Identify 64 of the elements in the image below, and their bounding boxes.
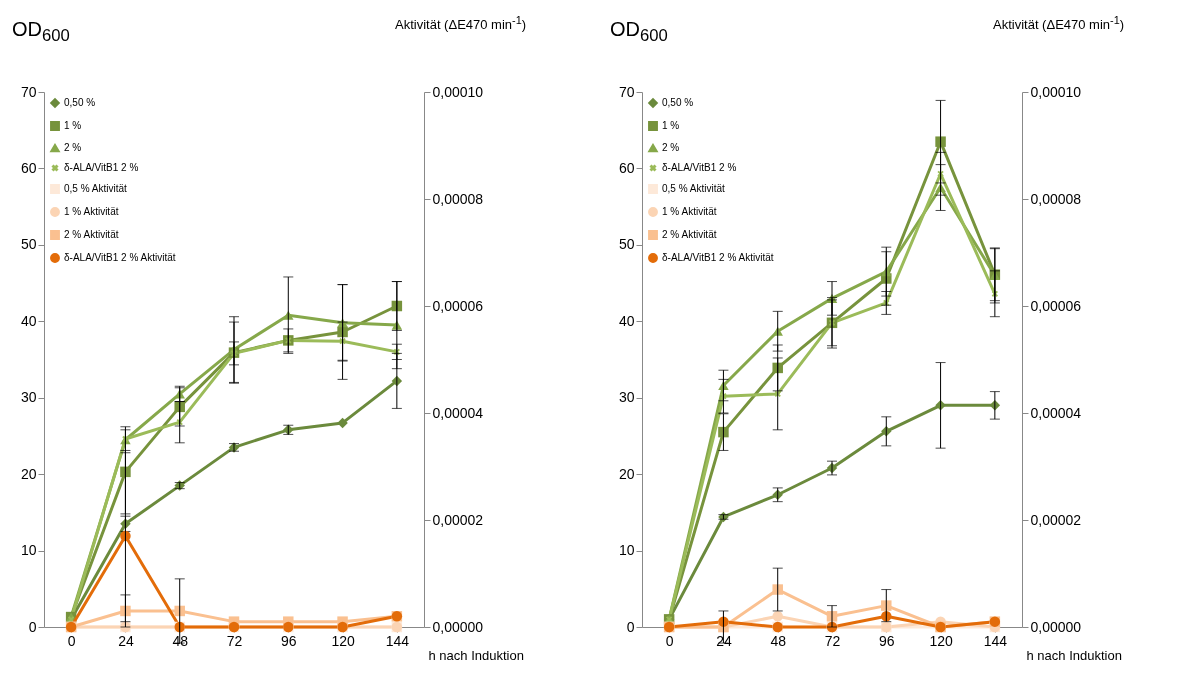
y2-tick-label: 0,00000 xyxy=(432,618,484,635)
x-tick-label: 24 xyxy=(716,632,732,649)
x-tick-label: 24 xyxy=(118,632,134,649)
y2-tick-label: 0,00008 xyxy=(1030,190,1082,207)
x-axis-title: h nach Induktion xyxy=(428,647,524,663)
legend-label: 2 % xyxy=(64,142,82,153)
y-tick-label: 0 xyxy=(28,618,37,635)
x-tick-label: 48 xyxy=(172,632,189,649)
legend-label: 0,50 % xyxy=(662,97,694,108)
y-tick-label: 70 xyxy=(20,83,37,100)
y-tick-label: 10 xyxy=(618,542,635,559)
y2-tick-label: 0,00002 xyxy=(432,511,484,528)
x-tick-label: 0 xyxy=(67,632,76,649)
y-tick-label: 20 xyxy=(618,465,635,482)
y-tick-label: 60 xyxy=(20,159,37,176)
y2-tick-label: 0,00000 xyxy=(1030,618,1082,635)
y-tick-label: 60 xyxy=(618,159,635,176)
y2-tick-label: 0,00002 xyxy=(1030,511,1082,528)
y2-tick-label: 0,00004 xyxy=(1030,404,1082,421)
y-tick-label: 40 xyxy=(20,312,37,329)
legend-label: δ-ALA/VitB1 2 % xyxy=(662,162,737,173)
legend-label: 1 % Aktivität xyxy=(64,206,119,217)
y2-tick-label: 0,00010 xyxy=(1030,83,1082,100)
y2-tick-label: 0,00006 xyxy=(1030,297,1082,314)
y2-axis-title: Aktivität (ΔE470 min$^{-1}$) xyxy=(395,14,527,33)
y2-axis-title: Aktivität (ΔE470 min$^{-1}$) xyxy=(993,14,1125,33)
y-tick-label: 50 xyxy=(618,236,635,253)
legend-label: 0,5 % Aktivität xyxy=(662,183,726,194)
legend-label: δ-ALA/VitB1 2 % Aktivität xyxy=(64,252,176,263)
y-axis-title: OD$_{600}$ xyxy=(610,18,668,46)
y2-tick-label: 0,00008 xyxy=(432,190,484,207)
x-tick-label: 96 xyxy=(879,632,895,649)
y2-tick-label: 0,00010 xyxy=(432,83,484,100)
y-tick-label: 0 xyxy=(626,618,635,635)
x-tick-label: 144 xyxy=(385,632,410,649)
y-tick-label: 70 xyxy=(618,83,635,100)
legend-label: 1 % xyxy=(662,120,680,131)
x-tick-label: 96 xyxy=(281,632,297,649)
y-tick-label: 30 xyxy=(618,389,635,406)
legend-label: 0,50 % xyxy=(64,97,96,108)
x-tick-label: 72 xyxy=(226,632,243,649)
y2-tick-label: 0,00004 xyxy=(432,404,484,421)
y-tick-label: 10 xyxy=(20,542,37,559)
legend-label: 2 % Aktivität xyxy=(662,229,717,240)
legend-label: δ-ALA/VitB1 2 % xyxy=(64,162,139,173)
legend-label: 2 % xyxy=(662,142,680,153)
y-tick-label: 20 xyxy=(20,465,37,482)
x-tick-label: 48 xyxy=(770,632,787,649)
y-axis-title: OD$_{600}$ xyxy=(12,18,70,46)
y-tick-label: 40 xyxy=(618,312,635,329)
legend-label: 2 % Aktivität xyxy=(64,229,119,240)
x-tick-label: 0 xyxy=(665,632,674,649)
y-tick-label: 50 xyxy=(20,236,37,253)
legend-label: 1 % xyxy=(64,120,82,131)
legend-label: δ-ALA/VitB1 2 % Aktivität xyxy=(662,252,774,263)
x-tick-label: 72 xyxy=(824,632,841,649)
x-tick-label: 144 xyxy=(983,632,1008,649)
x-tick-label: 120 xyxy=(929,632,953,649)
x-axis-title: h nach Induktion xyxy=(1026,647,1122,663)
y-tick-label: 30 xyxy=(20,389,37,406)
legend-label: 1 % Aktivität xyxy=(662,206,717,217)
legend-label: 0,5 % Aktivität xyxy=(64,183,128,194)
y2-tick-label: 0,00006 xyxy=(432,297,484,314)
x-tick-label: 120 xyxy=(331,632,355,649)
